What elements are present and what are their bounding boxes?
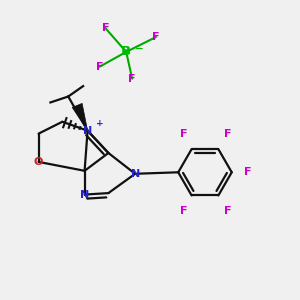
Text: N: N [80, 190, 89, 200]
Text: F: F [102, 23, 109, 33]
Text: N: N [130, 169, 140, 179]
Text: +: + [96, 119, 104, 128]
Text: F: F [224, 129, 231, 139]
Text: F: F [180, 206, 188, 216]
Polygon shape [72, 103, 88, 131]
Text: −: − [135, 44, 144, 54]
Text: F: F [224, 206, 231, 216]
Text: B: B [121, 45, 131, 58]
Text: F: F [152, 32, 160, 42]
Text: O: O [34, 157, 43, 167]
Text: F: F [244, 167, 252, 177]
Text: F: F [180, 129, 188, 139]
Text: N: N [83, 126, 92, 136]
Text: F: F [96, 62, 103, 72]
Text: F: F [128, 74, 136, 84]
